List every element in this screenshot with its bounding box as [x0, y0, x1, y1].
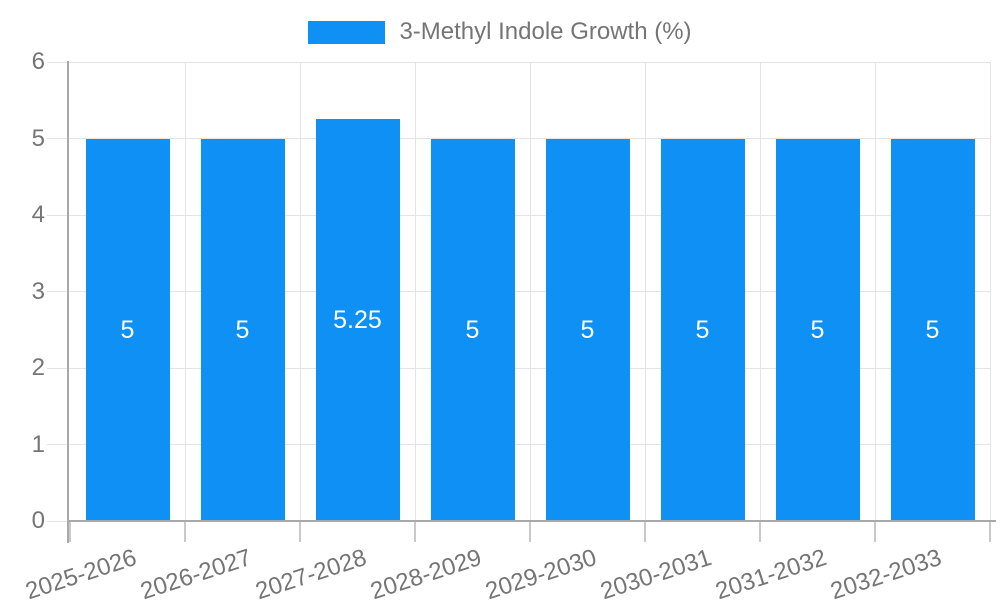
bar-value-label: 5	[580, 315, 595, 344]
x-tick	[184, 521, 186, 542]
v-gridline	[759, 62, 761, 521]
bar-value-label: 5	[925, 315, 940, 344]
x-tick-label: 2031-2032	[712, 544, 830, 600]
legend-label: 3-Methyl Indole Growth (%)	[399, 18, 692, 45]
x-tick-label: 2025-2026	[22, 544, 140, 600]
v-gridline	[299, 62, 301, 521]
bar	[775, 138, 860, 521]
y-tick-label: 1	[31, 430, 45, 458]
y-tick-label: 4	[31, 201, 45, 228]
legend: 3-Methyl Indole Growth (%)	[0, 18, 1000, 46]
y-axis-line	[67, 61, 69, 543]
h-gridline	[47, 214, 990, 216]
x-tick	[529, 521, 531, 542]
bar	[545, 138, 630, 521]
y-tick-label: 0	[31, 507, 45, 534]
v-gridline	[874, 62, 876, 521]
bar-value-label: 5	[695, 315, 710, 344]
legend-swatch	[308, 20, 386, 44]
h-gridline	[47, 444, 990, 445]
x-tick	[989, 521, 991, 542]
x-tick	[414, 521, 416, 542]
y-tick-label: 5	[31, 124, 45, 152]
v-gridline	[529, 62, 531, 521]
x-tick-label: 2028-2029	[367, 544, 485, 600]
bar-value-label: 5	[810, 315, 825, 344]
x-tick	[759, 521, 761, 542]
h-gridline	[47, 291, 990, 292]
bar-value-label: 5.25	[333, 306, 382, 335]
v-gridline	[989, 62, 991, 521]
x-axis-line	[67, 520, 996, 522]
y-tick-label: 6	[31, 48, 45, 75]
v-gridline	[414, 62, 416, 521]
h-gridline	[47, 367, 990, 369]
x-tick	[644, 521, 646, 542]
bar	[890, 138, 975, 521]
x-tick-label: 2026-2027	[137, 544, 255, 600]
bar	[660, 138, 745, 521]
v-gridline	[644, 62, 646, 521]
x-tick-label: 2029-2030	[482, 544, 600, 600]
bar	[315, 119, 400, 521]
x-tick-label: 2032-2033	[827, 544, 945, 600]
x-tick	[69, 521, 71, 542]
bar-value-label: 5	[465, 315, 480, 344]
bar	[430, 138, 515, 521]
bar	[85, 138, 170, 521]
bar	[200, 138, 285, 521]
x-tick	[299, 521, 301, 542]
bar-value-label: 5	[235, 315, 250, 344]
h-gridline	[47, 61, 990, 63]
x-tick	[874, 521, 876, 542]
v-gridline	[184, 62, 186, 521]
x-tick-label: 2027-2028	[252, 544, 370, 600]
x-tick-label: 2030-2031	[597, 544, 715, 600]
bar-value-label: 5	[120, 315, 135, 344]
y-tick-label: 3	[31, 277, 45, 305]
y-tick-label: 2	[31, 354, 45, 381]
h-gridline	[47, 138, 990, 139]
